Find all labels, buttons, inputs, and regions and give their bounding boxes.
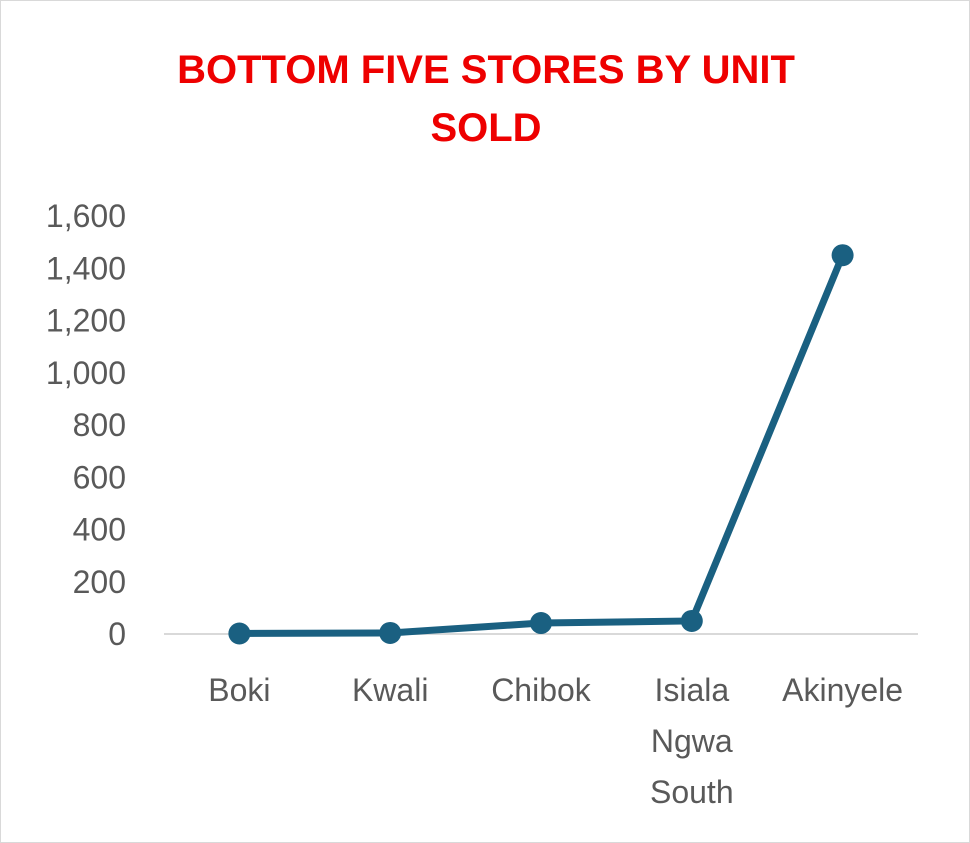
x-tick-label: Kwali (352, 672, 428, 708)
x-axis-ticks: Boki Kwali Chibok Isiala Ngwa South Akinyele (208, 672, 903, 810)
chart-title: BOTTOM FIVE STORES BY UNIT SOLD (177, 48, 795, 150)
data-point (831, 244, 854, 267)
data-point (680, 609, 703, 632)
series-group (228, 244, 854, 645)
y-axis-ticks: 0 200 400 600 800 1,000 1,200 1,400 1,600 (46, 198, 126, 652)
y-tick-label: 1,200 (46, 303, 126, 339)
series-line (235, 251, 847, 637)
y-tick-label: 800 (73, 407, 126, 443)
data-point (530, 612, 552, 635)
y-tick-label: 0 (108, 616, 126, 652)
y-tick-label: 1,000 (46, 355, 126, 391)
y-tick-label: 400 (73, 512, 126, 548)
x-tick-label: Isiala Ngwa South (650, 672, 734, 810)
x-tick-label: Chibok (491, 672, 592, 708)
data-point (379, 621, 402, 644)
y-tick-label: 1,600 (46, 198, 126, 234)
data-point (228, 622, 251, 645)
y-tick-label: 1,400 (46, 250, 126, 286)
x-tick-label: Boki (208, 672, 270, 708)
y-tick-label: 200 (73, 564, 126, 600)
y-tick-label: 600 (73, 459, 126, 495)
x-tick-label: Akinyele (782, 672, 903, 708)
